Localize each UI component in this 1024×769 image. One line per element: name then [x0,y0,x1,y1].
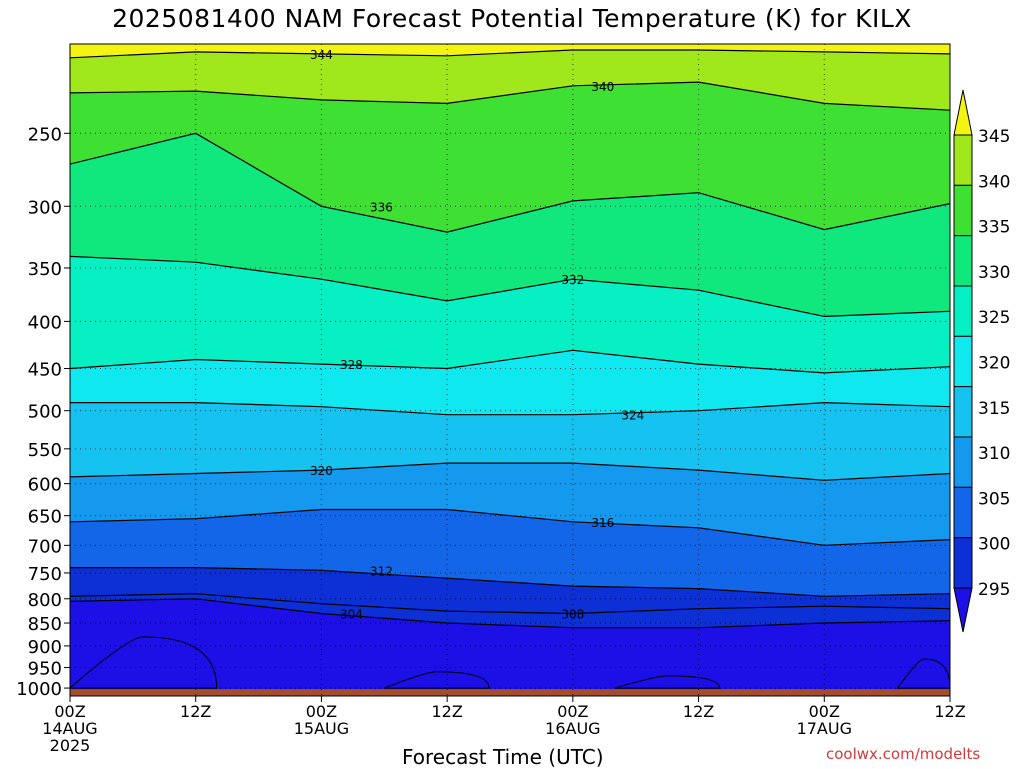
contour-label-328: 328 [340,358,363,372]
colorbar-label-330: 330 [978,263,1010,283]
contour-line-312 [70,567,950,597]
contour-line-340 [70,81,950,111]
contour-line-332 [70,255,950,318]
contour-line-320 [70,462,950,481]
contour-line-344 [70,49,950,59]
colorbar-label-335: 335 [978,218,1010,238]
x-tick-label-24: 00Z [306,702,337,721]
contour-line-336 [70,132,950,233]
colorbar-label-325: 325 [978,308,1010,328]
contour-line-304 [70,598,950,629]
y-tick-label-900: 900 [28,637,62,658]
x-tick-label-36: 12Z [431,702,462,721]
contour-label-324: 324 [621,409,644,423]
y-tick-label-300: 300 [28,197,62,218]
colorbar-label-320: 320 [978,354,1010,374]
y-tick-label-850: 850 [28,614,62,635]
colorbar-bin-6 [953,436,973,488]
cold-pocket-3 [896,658,950,689]
y-tick-label-950: 950 [28,659,62,680]
colorbar-bin-8 [953,537,973,589]
colorbar-bin-3 [953,285,973,337]
colorbar-bin-5 [953,386,973,438]
y-tick-label-800: 800 [28,590,62,611]
surface-ground [70,689,950,696]
colorbar-bin-7 [953,486,973,539]
y-tick-label-600: 600 [28,475,62,496]
contour-label-316: 316 [591,516,614,530]
x-tick-date-24: 15AUG [294,719,349,738]
contour-label-336: 336 [370,200,393,214]
plot-frame [69,43,951,697]
colorbar-top-arrow [953,89,973,136]
x-tick-date-48: 16AUG [545,719,600,738]
chart-title: 2025081400 NAM Forecast Potential Temper… [112,4,912,33]
cold-pocket-0 [70,636,218,689]
contour-label-304: 304 [340,608,363,622]
x-tick-year-0: 2025 [50,736,91,755]
contour-line-324 [70,401,950,416]
x-tick-label-0: 00Z [54,702,85,721]
contour-label-320: 320 [310,464,333,478]
y-tick-label-750: 750 [28,564,62,585]
y-tick-label-550: 550 [28,440,62,461]
contour-label-312: 312 [370,564,393,578]
colorbar-label-305: 305 [978,489,1010,509]
y-tick-label-350: 350 [28,259,62,280]
x-tick-label-72: 00Z [809,702,840,721]
contour-line-328 [70,349,950,374]
y-tick-label-250: 250 [28,124,62,145]
contour-label-340: 340 [591,80,614,94]
colorbar-label-315: 315 [978,399,1010,419]
colorbar-bin-4 [953,335,973,388]
y-tick-label-700: 700 [28,536,62,557]
credit-text: coolwx.com/modelts [826,745,981,763]
colorbar-bin-0 [953,134,973,186]
y-tick-label-400: 400 [28,312,62,333]
contour-label-332: 332 [561,273,584,287]
colorbar-label-340: 340 [978,172,1010,192]
x-tick-date-0: 14AUG [42,719,97,738]
x-tick-label-48: 00Z [557,702,588,721]
colorbar-bottom-arrow [953,587,973,633]
colorbar-label-295: 295 [978,580,1010,600]
x-tick-label-84: 12Z [934,702,965,721]
x-tick-label-12: 12Z [180,702,211,721]
colorbar-label-310: 310 [978,444,1010,464]
colorbar-bin-1 [953,184,973,237]
cold-pocket-2 [614,675,721,689]
y-tick-label-450: 450 [28,360,62,381]
x-axis-label: Forecast Time (UTC) [402,745,604,769]
y-tick-label-650: 650 [28,507,62,528]
x-tick-date-72: 17AUG [797,719,852,738]
colorbar-label-345: 345 [978,127,1010,147]
y-tick-label-1000: 1000 [16,679,62,700]
x-tick-label-60: 12Z [683,702,714,721]
y-tick-label-500: 500 [28,402,62,423]
colorbar-label-300: 300 [978,535,1010,555]
colorbar-bin-2 [953,235,973,287]
contour-line-308 [70,593,950,615]
cold-pocket-1 [384,671,490,689]
